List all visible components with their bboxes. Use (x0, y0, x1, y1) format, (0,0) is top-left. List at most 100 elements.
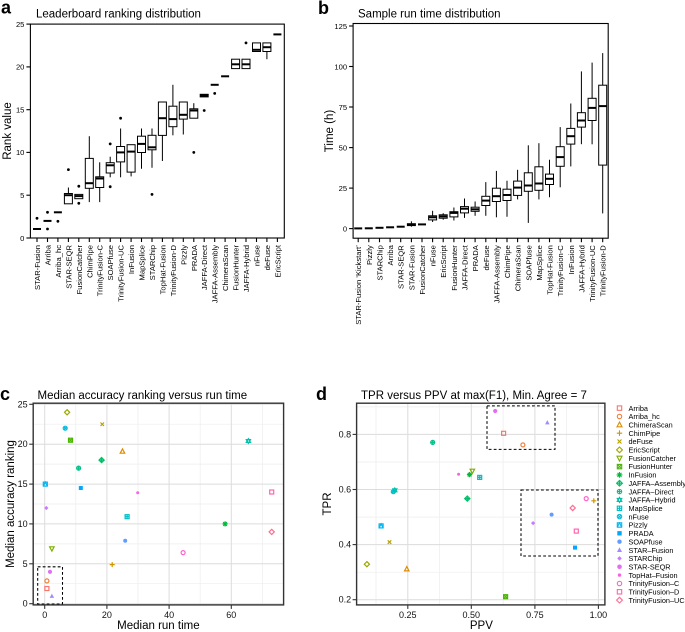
svg-text:TPR versus PPV at max(F1), Min: TPR versus PPV at max(F1), Min. Agree = … (361, 390, 587, 402)
svg-text:20: 20 (18, 439, 28, 449)
svg-text:TPR: TPR (322, 493, 334, 516)
svg-text:TrinityFusion-UC: TrinityFusion-UC (117, 244, 126, 301)
svg-text:50: 50 (339, 143, 347, 152)
svg-text:PPV: PPV (470, 620, 493, 632)
svg-text:TrinityFusion-C: TrinityFusion-C (556, 245, 565, 297)
svg-text:STARChip: STARChip (148, 245, 157, 280)
svg-text:0.2: 0.2 (339, 595, 352, 605)
svg-text:0: 0 (343, 224, 347, 233)
svg-text:TopHat-Fusion: TopHat-Fusion (158, 245, 167, 294)
svg-text:JAFFA–Assembly: JAFFA–Assembly (629, 479, 685, 488)
svg-text:TrinityFusion–C: TrinityFusion–C (629, 579, 680, 588)
svg-text:STAR-SEQR: STAR-SEQR (397, 245, 406, 289)
svg-text:JAFFA-Hybrid: JAFFA-Hybrid (242, 245, 251, 292)
svg-text:deFuse: deFuse (629, 437, 653, 446)
svg-text:Median accuracy ranking versus: Median accuracy ranking versus run time (38, 390, 248, 402)
svg-text:FusionCatcher: FusionCatcher (629, 454, 677, 463)
svg-text:TrinityFusion-D: TrinityFusion-D (169, 244, 178, 296)
svg-text:STAR-Fusion: STAR-Fusion (33, 245, 42, 290)
svg-text:60: 60 (226, 610, 236, 620)
svg-text:Time (h): Time (h) (324, 110, 336, 153)
svg-text:TrinityFusion-UC: TrinityFusion-UC (588, 245, 597, 302)
svg-text:Arriba: Arriba (629, 404, 649, 413)
svg-text:deFuse: deFuse (482, 245, 491, 270)
svg-text:Arriba_hc: Arriba_hc (54, 245, 63, 278)
svg-text:InFusion: InFusion (567, 245, 576, 274)
svg-text:c: c (0, 384, 10, 404)
svg-text:Pizzly: Pizzly (365, 245, 374, 265)
svg-text:1.00: 1.00 (590, 610, 608, 620)
svg-text:Rank value: Rank value (2, 102, 14, 160)
svg-text:20: 20 (16, 63, 24, 72)
svg-text:nFuse: nFuse (253, 245, 262, 266)
svg-text:20: 20 (102, 610, 112, 620)
svg-text:nFuse: nFuse (629, 512, 649, 521)
svg-text:STAR-Fusion: STAR-Fusion (407, 245, 416, 290)
svg-text:a: a (1, 0, 12, 18)
svg-text:FusionHunter: FusionHunter (629, 462, 673, 471)
svg-text:25: 25 (18, 399, 28, 409)
svg-text:TrinityFusion-C: TrinityFusion-C (96, 244, 105, 296)
svg-text:d: d (316, 384, 327, 404)
svg-text:40: 40 (164, 610, 174, 620)
svg-text:Arriba: Arriba (386, 244, 395, 265)
svg-text:STAR–Fusion: STAR–Fusion (629, 546, 674, 555)
svg-text:SOAPfuse: SOAPfuse (629, 537, 663, 546)
svg-text:0: 0 (20, 234, 24, 243)
svg-text:STARChip: STARChip (629, 554, 663, 563)
svg-text:ChimeraScan: ChimeraScan (629, 421, 673, 430)
svg-text:PRADA: PRADA (190, 244, 199, 271)
svg-text:deFuse: deFuse (263, 245, 272, 270)
svg-text:FusionHunter: FusionHunter (232, 245, 241, 291)
svg-text:STAR-Fusion ‘Kickstart’: STAR-Fusion ‘Kickstart’ (354, 245, 363, 325)
svg-text:5: 5 (20, 191, 24, 200)
svg-text:JAFFA–Hybrid: JAFFA–Hybrid (629, 496, 676, 505)
svg-text:JAFFA-Assembly: JAFFA-Assembly (492, 245, 501, 303)
svg-text:TopHat-Fusion: TopHat-Fusion (546, 245, 555, 294)
svg-text:EricScript: EricScript (629, 446, 660, 455)
svg-text:Arriba_hc: Arriba_hc (629, 412, 661, 421)
svg-text:SOAPfuse: SOAPfuse (524, 245, 533, 280)
svg-text:FusionHunter: FusionHunter (450, 245, 459, 291)
svg-text:PRADA: PRADA (629, 529, 654, 538)
svg-text:Pizzly: Pizzly (629, 521, 648, 530)
svg-text:10: 10 (16, 148, 24, 157)
svg-text:ChimPipe: ChimPipe (503, 245, 512, 278)
svg-text:TrinityFusion–D: TrinityFusion–D (629, 588, 680, 597)
svg-text:Sample run time distribution: Sample run time distribution (358, 9, 501, 21)
svg-text:MapSplice: MapSplice (535, 245, 544, 280)
svg-text:15: 15 (18, 479, 28, 489)
svg-text:FusionCatcher: FusionCatcher (75, 245, 84, 295)
svg-text:75: 75 (339, 103, 347, 112)
svg-text:Leaderboard ranking distributi: Leaderboard ranking distribution (36, 9, 201, 21)
svg-text:SOAPfuse: SOAPfuse (106, 245, 115, 280)
svg-text:0: 0 (23, 599, 28, 609)
svg-text:25: 25 (16, 20, 24, 29)
svg-text:FusionCatcher: FusionCatcher (418, 245, 427, 295)
svg-text:0.4: 0.4 (339, 540, 352, 550)
svg-text:0.75: 0.75 (526, 610, 544, 620)
svg-text:JAFFA-Assembly: JAFFA-Assembly (211, 245, 220, 303)
svg-text:TrinityFusion-D: TrinityFusion-D (599, 245, 608, 297)
svg-text:InFusion: InFusion (629, 471, 657, 480)
svg-text:b: b (318, 0, 329, 18)
svg-text:5: 5 (23, 559, 28, 569)
svg-text:0.8: 0.8 (339, 429, 352, 439)
svg-text:0.50: 0.50 (463, 610, 481, 620)
svg-text:100: 100 (334, 62, 347, 71)
svg-text:InFusion: InFusion (127, 245, 136, 274)
svg-text:125: 125 (334, 22, 347, 31)
svg-text:ChimeraScan: ChimeraScan (514, 245, 523, 291)
svg-text:ChimPipe: ChimPipe (85, 245, 94, 278)
svg-text:EricScript: EricScript (439, 244, 448, 277)
svg-text:Pizzly: Pizzly (179, 245, 188, 265)
svg-text:STAR-SEQR: STAR-SEQR (629, 563, 671, 572)
svg-text:EricScript: EricScript (273, 244, 282, 277)
svg-text:Median run time: Median run time (117, 620, 199, 632)
svg-text:MapSplice: MapSplice (629, 504, 663, 513)
svg-text:0.25: 0.25 (399, 610, 417, 620)
svg-text:Arriba: Arriba (44, 244, 53, 265)
svg-text:TopHat–Fusion: TopHat–Fusion (629, 571, 678, 580)
svg-text:Median accuracy ranking: Median accuracy ranking (5, 440, 17, 568)
svg-text:TrinityFusion–UC: TrinityFusion–UC (629, 596, 685, 605)
